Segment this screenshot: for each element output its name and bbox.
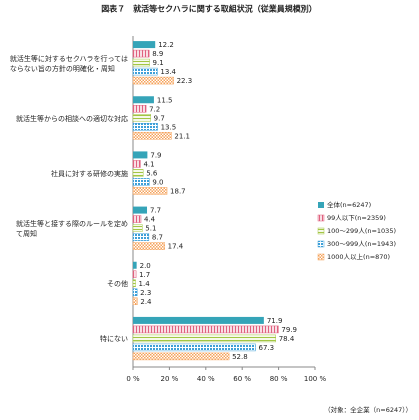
category-label: 就活生等からの相談への適切な対応 — [16, 114, 128, 123]
bar — [132, 224, 143, 232]
value-label: 7.7 — [150, 207, 161, 215]
bar — [132, 58, 150, 67]
legend-label: 99人以下(n=2359) — [327, 214, 386, 222]
bar — [133, 261, 137, 269]
value-label: 11.5 — [157, 96, 173, 104]
bar — [132, 325, 279, 334]
value-label: 7.2 — [149, 105, 160, 113]
bar — [132, 288, 138, 296]
value-label: 4.1 — [143, 160, 154, 168]
bar — [132, 343, 256, 352]
bar — [132, 187, 168, 195]
bar — [132, 242, 165, 250]
value-label: 13.4 — [160, 68, 176, 76]
bar — [132, 270, 137, 278]
value-label: 9.0 — [152, 178, 163, 186]
category-label: 特にない — [100, 335, 128, 344]
value-label: 9.1 — [153, 59, 164, 67]
value-label: 9.7 — [154, 114, 165, 122]
legend-label: 100～299人(n=1035) — [327, 227, 396, 235]
bar — [132, 76, 174, 85]
note: （対象：全企業（n=6247）） — [324, 405, 412, 414]
value-label: 4.4 — [144, 216, 156, 224]
value-label: 79.9 — [281, 326, 297, 334]
category-label: 就活生等と接する際のルールを定め て周知 — [16, 220, 128, 239]
bar — [133, 41, 156, 49]
bar — [132, 297, 138, 305]
value-label: 2.4 — [140, 298, 152, 306]
value-label: 78.4 — [279, 335, 295, 343]
bar — [132, 123, 158, 131]
legend-label: 全体(n=6247) — [327, 200, 371, 209]
bar — [132, 279, 136, 287]
value-label: 1.4 — [139, 280, 151, 288]
bar — [132, 114, 151, 122]
value-label: 8.7 — [152, 234, 163, 242]
bar — [132, 160, 141, 168]
value-label: 22.3 — [177, 77, 193, 85]
value-label: 2.3 — [140, 289, 151, 297]
bar — [133, 316, 264, 324]
legend-label: 1000人以上(n=870) — [327, 252, 390, 261]
x-tick-label: 80 % — [270, 375, 288, 383]
legend-label: 300～999人(n=1943) — [327, 240, 396, 248]
bar — [133, 96, 154, 104]
bar — [132, 49, 150, 58]
x-tick-label: 60 % — [233, 375, 251, 383]
legend-swatch — [317, 227, 325, 235]
bar — [132, 334, 276, 343]
bar — [133, 151, 148, 159]
bar — [132, 132, 172, 140]
x-tick-label: 100 % — [304, 375, 327, 383]
category-label: その他 — [107, 280, 128, 289]
bar — [133, 206, 148, 214]
bar — [132, 105, 147, 113]
value-label: 8.9 — [152, 50, 163, 58]
legend-swatch — [317, 240, 325, 248]
category-label: 就活生等に対するセクハラを行っては ならない旨の方針の明確化・周知 — [9, 54, 128, 73]
x-tick-label: 0 % — [126, 375, 140, 383]
value-label: 21.1 — [174, 132, 190, 140]
value-label: 7.9 — [150, 151, 161, 159]
value-label: 18.7 — [170, 187, 186, 195]
legend-swatch — [318, 202, 324, 208]
bar — [132, 215, 142, 223]
bar — [132, 178, 150, 186]
value-label: 17.4 — [168, 243, 184, 251]
value-label: 71.9 — [267, 317, 283, 325]
value-label: 13.5 — [161, 123, 177, 131]
value-label: 2.0 — [140, 262, 151, 270]
category-label: 社員に対する研修の実施 — [51, 169, 128, 178]
x-tick-label: 40 % — [197, 375, 215, 383]
value-label: 5.6 — [146, 169, 158, 177]
chart-title: 図表７ 就活等セクハラに関する取組状況（従業員規模別） — [101, 4, 317, 14]
bar — [132, 233, 150, 241]
legend-swatch — [317, 253, 325, 261]
value-label: 52.8 — [232, 353, 248, 361]
value-label: 1.7 — [139, 271, 150, 279]
bar — [132, 67, 158, 76]
x-tick-label: 20 % — [161, 375, 179, 383]
value-label: 5.1 — [145, 225, 156, 233]
value-label: 12.2 — [158, 41, 174, 49]
bar — [132, 352, 230, 361]
bar — [132, 169, 144, 177]
legend-swatch — [317, 214, 325, 222]
value-label: 67.3 — [258, 344, 274, 352]
